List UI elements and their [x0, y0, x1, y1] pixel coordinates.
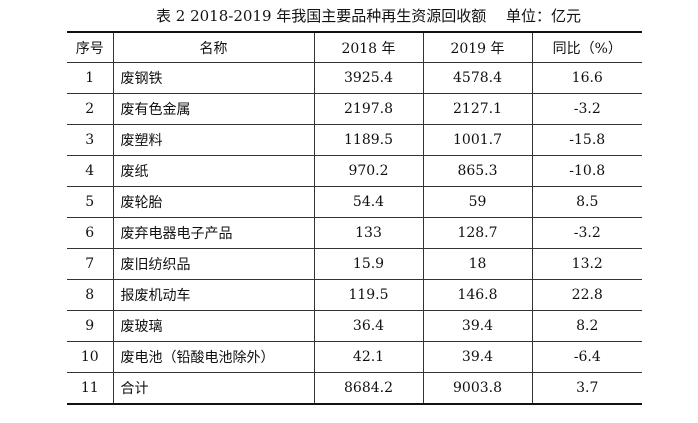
total-row: 11 合计 8684.2 9003.8 3.7: [67, 372, 642, 403]
cell-2019: 128.7: [422, 217, 532, 249]
data-table-frame: 序号 名称 2018 年 2019 年 同比（%） 1 废钢铁 3925.4 4…: [67, 31, 642, 405]
unit-label: 单位：亿元: [506, 7, 582, 25]
cell-index: 6: [67, 217, 113, 249]
cell-yoy: 8.2: [531, 310, 642, 342]
cell-2018: 8684.2: [313, 372, 423, 403]
cell-yoy: 3.7: [531, 372, 642, 403]
table-body: 1 废钢铁 3925.4 4578.4 16.6 2 废有色金属 2197.8 …: [67, 62, 642, 403]
cell-2018: 119.5: [313, 279, 423, 311]
cell-yoy: 8.5: [531, 186, 642, 218]
cell-2018: 54.4: [313, 186, 423, 218]
table-title: 表 2 2018-2019 年我国主要品种再生资源回收额: [156, 7, 487, 25]
cell-yoy: -15.8: [531, 124, 642, 156]
cell-2018: 133: [313, 217, 423, 249]
cell-yoy: 13.2: [531, 248, 642, 280]
cell-2019: 1001.7: [422, 124, 532, 156]
cell-name: 废有色金属: [112, 93, 314, 125]
cell-name: 废电池（铅酸电池除外）: [112, 341, 314, 373]
table-row: 9 废玻璃 36.4 39.4 8.2: [67, 310, 642, 342]
cell-2018: 3925.4: [313, 62, 423, 94]
table-row: 5 废轮胎 54.4 59 8.5: [67, 186, 642, 218]
table-row: 4 废纸 970.2 865.3 -10.8: [67, 155, 642, 187]
cell-2019: 18: [422, 248, 532, 280]
cell-index: 8: [67, 279, 113, 311]
cell-name: 废钢铁: [112, 62, 314, 94]
cell-name: 废玻璃: [112, 310, 314, 342]
cell-name: 废纸: [112, 155, 314, 187]
cell-index: 10: [67, 341, 113, 373]
cell-index: 2: [67, 93, 113, 125]
cell-index: 4: [67, 155, 113, 187]
cell-yoy: -6.4: [531, 341, 642, 373]
cell-yoy: -3.2: [531, 217, 642, 249]
table-row: 2 废有色金属 2197.8 2127.1 -3.2: [67, 93, 642, 125]
cell-name: 合计: [112, 372, 314, 403]
cell-name: 废轮胎: [112, 186, 314, 218]
cell-name: 报废机动车: [112, 279, 314, 311]
cell-yoy: -10.8: [531, 155, 642, 187]
table-row: 10 废电池（铅酸电池除外） 42.1 39.4 -6.4: [67, 341, 642, 373]
table-row: 8 报废机动车 119.5 146.8 22.8: [67, 279, 642, 311]
cell-index: 1: [67, 62, 113, 94]
header-index: 序号: [67, 33, 113, 63]
cell-2019: 2127.1: [422, 93, 532, 125]
cell-2018: 42.1: [313, 341, 423, 373]
cell-2019: 146.8: [422, 279, 532, 311]
cell-name: 废旧纺织品: [112, 248, 314, 280]
header-2019: 2019 年: [422, 33, 532, 63]
table-row: 3 废塑料 1189.5 1001.7 -15.8: [67, 124, 642, 156]
cell-2018: 36.4: [313, 310, 423, 342]
cell-2018: 970.2: [313, 155, 423, 187]
cell-yoy: -3.2: [531, 93, 642, 125]
cell-2019: 9003.8: [422, 372, 532, 403]
header-name: 名称: [112, 33, 314, 63]
cell-2019: 39.4: [422, 310, 532, 342]
recycling-table: 序号 名称 2018 年 2019 年 同比（%） 1 废钢铁 3925.4 4…: [67, 33, 642, 403]
cell-2019: 865.3: [422, 155, 532, 187]
table-row: 7 废旧纺织品 15.9 18 13.2: [67, 248, 642, 280]
cell-2018: 1189.5: [313, 124, 423, 156]
cell-index: 9: [67, 310, 113, 342]
cell-index: 3: [67, 124, 113, 156]
cell-name: 废弃电器电子产品: [112, 217, 314, 249]
cell-index: 7: [67, 248, 113, 280]
table-row: 6 废弃电器电子产品 133 128.7 -3.2: [67, 217, 642, 249]
header-yoy: 同比（%）: [531, 33, 642, 63]
table-caption: 表 2 2018-2019 年我国主要品种再生资源回收额 单位：亿元: [0, 4, 698, 28]
cell-2018: 15.9: [313, 248, 423, 280]
cell-yoy: 16.6: [531, 62, 642, 94]
header-2018: 2018 年: [313, 33, 423, 63]
header-row: 序号 名称 2018 年 2019 年 同比（%）: [67, 33, 642, 63]
cell-2019: 39.4: [422, 341, 532, 373]
table-row: 1 废钢铁 3925.4 4578.4 16.6: [67, 62, 642, 94]
cell-index: 5: [67, 186, 113, 218]
cell-yoy: 22.8: [531, 279, 642, 311]
cell-index: 11: [80, 380, 99, 396]
cell-2018: 2197.8: [313, 93, 423, 125]
cell-name: 废塑料: [112, 124, 314, 156]
cell-2019: 4578.4: [422, 62, 532, 94]
cell-2019: 59: [422, 186, 532, 218]
